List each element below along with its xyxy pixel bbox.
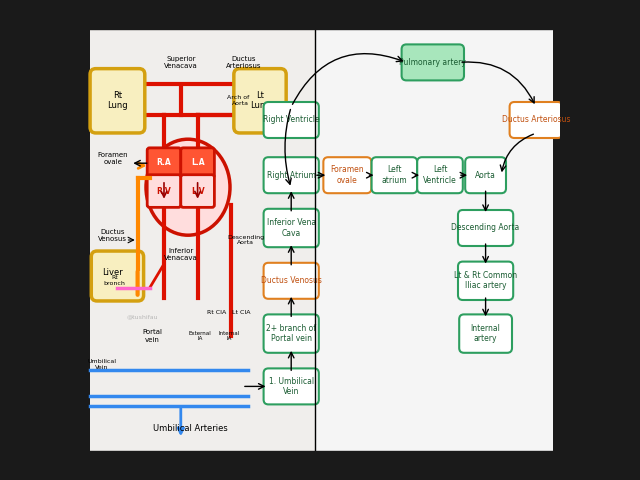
Text: Ductus Arteriosus: Ductus Arteriosus [502, 116, 570, 124]
FancyBboxPatch shape [90, 29, 315, 451]
FancyBboxPatch shape [264, 209, 319, 247]
FancyBboxPatch shape [264, 263, 319, 299]
Text: Pulmonary artery: Pulmonary artery [399, 58, 466, 67]
Text: Right Atrium: Right Atrium [267, 171, 316, 180]
Text: Umbilical
Vein: Umbilical Vein [87, 360, 116, 370]
Text: Foramen
ovale: Foramen ovale [97, 152, 128, 165]
Ellipse shape [146, 139, 230, 235]
Text: Ductus
Venosus: Ductus Venosus [98, 228, 127, 242]
Text: Descending Aorta: Descending Aorta [451, 224, 520, 232]
Text: Umbilical Arteries: Umbilical Arteries [153, 424, 228, 432]
Text: Arch of
Aorta: Arch of Aorta [227, 96, 249, 106]
Text: Internal
IA: Internal IA [218, 331, 239, 341]
Text: R.A: R.A [157, 158, 172, 167]
FancyBboxPatch shape [458, 262, 513, 300]
FancyBboxPatch shape [372, 157, 417, 193]
Text: Internal
artery: Internal artery [470, 324, 500, 343]
FancyBboxPatch shape [323, 157, 371, 193]
Bar [80, 451, 560, 480]
FancyBboxPatch shape [460, 314, 512, 353]
FancyBboxPatch shape [147, 148, 180, 178]
Text: Lt & Rt Common
Iliac artery: Lt & Rt Common Iliac artery [454, 271, 517, 290]
FancyBboxPatch shape [181, 175, 214, 207]
FancyBboxPatch shape [509, 102, 563, 138]
Bar [80, 0, 560, 29]
Text: R.V: R.V [157, 187, 172, 195]
FancyBboxPatch shape [264, 369, 319, 404]
Text: Lt CIA: Lt CIA [232, 310, 250, 314]
Text: Right Ventricle: Right Ventricle [263, 116, 319, 124]
FancyBboxPatch shape [465, 157, 506, 193]
Text: 1. Umbilical
Vein: 1. Umbilical Vein [269, 377, 314, 396]
Text: L.V: L.V [191, 187, 204, 195]
FancyBboxPatch shape [181, 148, 214, 178]
Text: Aorta: Aorta [475, 171, 496, 180]
FancyBboxPatch shape [264, 102, 319, 138]
FancyBboxPatch shape [264, 157, 319, 193]
Text: Ductus Venosus: Ductus Venosus [260, 276, 322, 285]
FancyBboxPatch shape [147, 175, 180, 207]
FancyBboxPatch shape [315, 29, 553, 451]
FancyBboxPatch shape [90, 69, 145, 133]
Text: Descending
Aorta: Descending Aorta [227, 235, 264, 245]
FancyBboxPatch shape [264, 314, 319, 353]
FancyBboxPatch shape [417, 157, 463, 193]
Text: Left
Ventricle: Left Ventricle [423, 166, 457, 185]
Text: Rt
bronch: Rt bronch [104, 276, 125, 286]
Text: Rt
Lung: Rt Lung [107, 91, 128, 110]
FancyBboxPatch shape [92, 251, 143, 301]
Text: 2+ branch of
Portal vein: 2+ branch of Portal vein [266, 324, 316, 343]
Text: L.A: L.A [191, 158, 204, 167]
Text: Lt
Lung: Lt Lung [250, 91, 270, 110]
Text: Portal
vein: Portal vein [142, 329, 162, 343]
FancyBboxPatch shape [402, 45, 464, 80]
Text: Left
atrium: Left atrium [381, 166, 407, 185]
Text: @tushifau: @tushifau [127, 314, 158, 319]
Text: Superior
Venacava: Superior Venacava [164, 56, 198, 69]
Text: Ductus
Arteriosus: Ductus Arteriosus [225, 56, 261, 69]
FancyBboxPatch shape [234, 69, 286, 133]
Text: Liver: Liver [102, 268, 123, 277]
FancyBboxPatch shape [90, 29, 553, 451]
FancyBboxPatch shape [458, 210, 513, 246]
Text: Inferior
Venacava: Inferior Venacava [164, 248, 198, 261]
Text: Foramen
ovale: Foramen ovale [330, 166, 364, 185]
Text: External
IA: External IA [189, 331, 211, 341]
Text: Rt CIA: Rt CIA [207, 310, 227, 314]
Text: Inferior Vena
Cava: Inferior Vena Cava [267, 218, 316, 238]
